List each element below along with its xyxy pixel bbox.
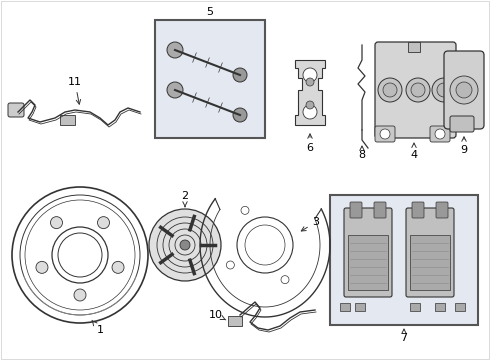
Text: 2: 2 [181,191,189,207]
FancyBboxPatch shape [375,42,456,138]
Circle shape [241,206,249,214]
Circle shape [149,209,221,281]
Bar [408,42,420,52]
Circle shape [233,68,247,82]
Text: 1: 1 [92,320,103,335]
FancyBboxPatch shape [430,126,450,142]
Circle shape [233,108,247,122]
Text: 4: 4 [411,143,417,160]
Circle shape [306,101,314,109]
Circle shape [50,217,63,229]
Circle shape [303,68,317,82]
Circle shape [456,82,472,98]
Circle shape [306,78,314,86]
FancyBboxPatch shape [344,208,392,297]
Circle shape [74,289,86,301]
Circle shape [180,240,190,250]
FancyBboxPatch shape [436,202,448,218]
Text: 5: 5 [206,7,214,17]
FancyBboxPatch shape [8,103,24,117]
Text: 8: 8 [359,146,366,160]
Text: 6: 6 [307,134,314,153]
Circle shape [450,76,478,104]
Circle shape [432,78,456,102]
Bar [228,316,242,326]
FancyBboxPatch shape [375,126,395,142]
Text: 10: 10 [209,310,226,320]
Text: 7: 7 [400,329,408,343]
Text: 11: 11 [68,77,82,104]
Text: 3: 3 [301,217,319,231]
Bar [435,303,445,311]
Circle shape [226,261,234,269]
Circle shape [167,82,183,98]
FancyBboxPatch shape [374,202,386,218]
Circle shape [411,83,425,97]
Circle shape [112,261,124,273]
Circle shape [281,276,289,284]
Circle shape [36,261,48,273]
Bar [340,303,350,311]
Circle shape [435,129,445,139]
Circle shape [303,105,317,119]
Bar [60,115,75,125]
FancyBboxPatch shape [450,116,474,132]
FancyBboxPatch shape [444,51,484,129]
Polygon shape [295,60,325,125]
Circle shape [380,129,390,139]
FancyBboxPatch shape [412,202,424,218]
Bar [455,303,465,311]
Circle shape [378,78,402,102]
Circle shape [383,83,397,97]
Circle shape [98,217,109,229]
Text: 9: 9 [461,137,467,155]
Bar [330,195,478,325]
Circle shape [406,78,430,102]
Circle shape [437,83,451,97]
FancyBboxPatch shape [350,202,362,218]
Circle shape [167,42,183,58]
Bar [410,303,420,311]
Bar [410,235,450,290]
Bar [355,303,365,311]
Bar [348,235,388,290]
Bar [155,20,265,138]
FancyBboxPatch shape [406,208,454,297]
